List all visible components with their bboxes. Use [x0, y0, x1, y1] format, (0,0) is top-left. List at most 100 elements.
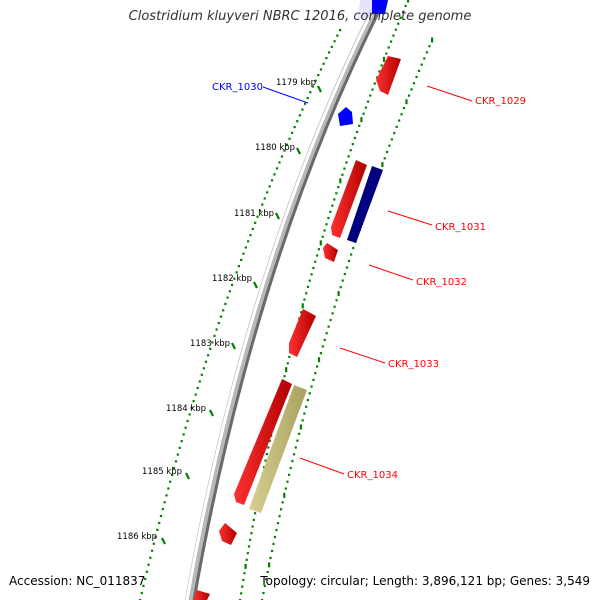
track-dot — [178, 446, 181, 449]
track-dot — [298, 114, 301, 117]
track-dot — [349, 149, 352, 152]
gene-label-ckr-1033: CKR_1033 — [388, 359, 439, 370]
track-dot — [305, 292, 308, 295]
track-dot — [315, 254, 319, 257]
track-dot — [341, 173, 344, 176]
track-dot — [186, 419, 189, 423]
track-dot — [265, 577, 268, 581]
track-dot — [288, 137, 291, 140]
track-dot — [263, 466, 266, 469]
track-dot — [275, 528, 278, 532]
track-dot — [243, 572, 246, 575]
track-dot — [341, 279, 344, 282]
track-dot — [322, 62, 325, 65]
track-dot — [301, 108, 304, 111]
track-dot — [331, 204, 334, 207]
track-dot — [180, 440, 183, 443]
track-dot — [142, 584, 145, 588]
track-major-tick — [382, 56, 386, 62]
track-dot — [288, 355, 291, 359]
track-dot — [412, 82, 416, 85]
track-dot — [383, 157, 386, 160]
track-dot — [327, 51, 331, 54]
track-dot — [144, 577, 147, 580]
track-dot — [343, 167, 346, 170]
track-dot — [176, 453, 179, 456]
track-dot — [292, 453, 296, 456]
track-dot — [284, 487, 287, 490]
track-dot — [242, 578, 245, 582]
track-dot — [314, 79, 317, 82]
track-dot — [207, 354, 210, 357]
track-dot — [355, 130, 359, 134]
track-dot — [267, 446, 270, 449]
track-dot — [247, 545, 251, 548]
track-dot — [242, 252, 245, 255]
track-dot — [306, 398, 310, 402]
track-dot — [373, 82, 376, 85]
track-dot — [266, 570, 269, 574]
gene-ckr-1031-red — [331, 160, 367, 238]
track-dot — [272, 542, 275, 546]
leader-line — [426, 85, 473, 102]
track-dot — [261, 203, 264, 206]
tick-mark — [275, 212, 280, 220]
track-dot — [336, 34, 339, 37]
track-dot — [244, 246, 247, 249]
track-dot — [171, 473, 174, 476]
track-dot — [353, 136, 357, 140]
track-dot — [283, 149, 286, 152]
track-dot — [329, 210, 332, 213]
track-dot — [246, 552, 249, 555]
track-dot — [285, 143, 289, 146]
track-dot — [319, 68, 323, 71]
track-dot — [375, 76, 379, 79]
track-dot — [314, 372, 317, 375]
gene-ckr-1034 — [249, 385, 307, 513]
track-dot — [253, 512, 257, 515]
track-major-tick — [299, 424, 302, 430]
track-dot — [226, 296, 229, 299]
track-dot — [163, 501, 166, 504]
track-dot — [145, 570, 148, 573]
track-dot — [325, 332, 328, 335]
track-dot — [230, 283, 234, 287]
track-dot — [380, 64, 383, 67]
gene-ckr-1033 — [289, 309, 316, 357]
track-major-tick — [317, 357, 321, 363]
track-dot — [325, 56, 328, 60]
tick-label: 1182 kbp — [212, 274, 252, 284]
track-dot — [159, 514, 163, 518]
track-dot — [280, 508, 283, 511]
track-dot — [347, 259, 351, 263]
tick-mark — [317, 85, 322, 93]
track-dot — [196, 386, 199, 390]
track-dot — [250, 532, 253, 535]
track-dot — [276, 522, 280, 525]
gene-partial-bottom — [193, 590, 210, 600]
track-dot — [366, 100, 370, 103]
track-dot — [310, 273, 313, 276]
track-dot — [188, 413, 191, 416]
tick-label: 1181 kbp — [234, 209, 274, 219]
track-dot — [312, 378, 315, 381]
track-dot — [240, 258, 243, 262]
track-dot — [291, 131, 294, 134]
track-dot — [217, 321, 220, 325]
track-dot — [270, 179, 274, 182]
tick-label: 1183 kbp — [190, 339, 230, 349]
track-dot — [321, 345, 324, 348]
track-dot — [204, 360, 208, 363]
track-dot — [335, 299, 338, 302]
track-dot — [172, 467, 176, 470]
track-dot — [247, 240, 250, 243]
track-dot — [251, 227, 254, 231]
track-dot — [327, 216, 330, 220]
track-dot — [233, 277, 236, 280]
leader-line — [299, 457, 345, 475]
track-dot — [299, 311, 303, 314]
track-dot — [296, 120, 299, 123]
kbp-tick-marks — [161, 85, 322, 545]
track-dot — [213, 334, 216, 338]
gene-blocks — [193, 0, 401, 600]
